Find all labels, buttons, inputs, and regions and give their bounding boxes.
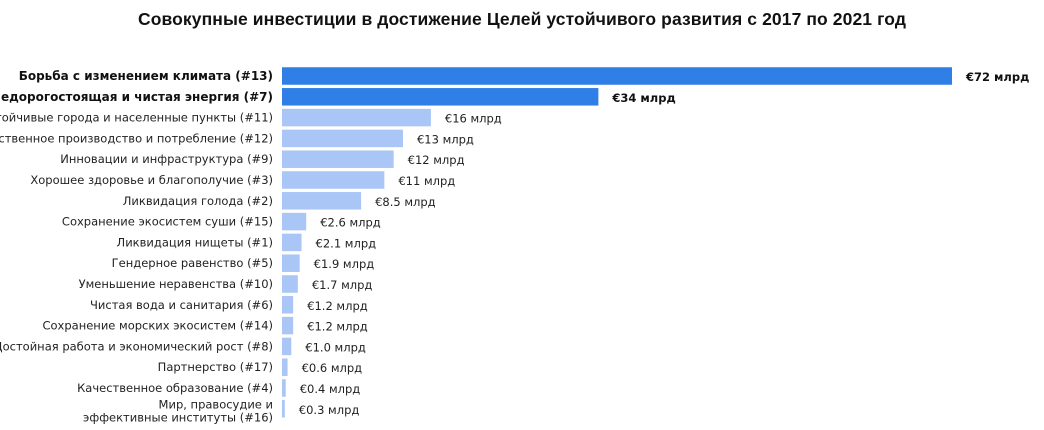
bar [282,254,300,272]
bar [282,337,292,356]
category-labels: Борьба с изменением климата (#13) Недорог… [0,69,273,424]
value-label: €2.1 млрд [316,236,377,250]
bar [282,379,286,397]
bar [282,275,298,293]
value-label: €1.2 млрд [307,320,368,334]
category-label: Гендерное равенство (#5) [112,256,273,270]
value-label: €16 млрд [445,112,502,126]
category-label: Ликвидация голода (#2) [123,194,273,208]
category-label: Ответственное производство и потребление… [0,131,273,145]
category-label: Партнерство (#17) [158,360,273,374]
bar [282,296,294,314]
value-label: €13 млрд [417,132,474,146]
bar [282,150,394,168]
bar [282,88,599,106]
category-label: Инновации и инфраструктура (#9) [60,152,273,166]
bar [282,192,362,210]
bar [282,358,288,376]
category-label: Мир, правосудие и эффективные институты (… [83,397,273,424]
bar [282,400,285,418]
bars-layer [282,67,952,418]
category-label: Чистая вода и санитария (#6) [90,298,273,312]
bar [282,129,403,148]
bar [282,212,307,231]
bar [282,67,952,85]
value-label: €0.3 млрд [299,403,360,417]
category-label: Хорошее здоровье и благополучие (#3) [30,173,273,187]
bar [282,233,302,252]
chart-title: Совокупные инвестиции в достижение Целей… [137,9,907,29]
category-label: Достойная работа и экономический рост (#… [0,339,273,353]
value-label: €12 млрд [408,153,465,167]
value-label: €2.6 млрд [320,216,381,230]
value-label: €0.4 млрд [300,382,361,396]
value-label: €34 млрд [611,91,675,105]
category-label: Борьба с изменением климата (#13) [19,69,273,83]
bar [282,171,385,189]
category-label: Уменьшение неравенства (#10) [79,277,273,291]
category-label: Сохранение морских экосистем (#14) [42,319,273,333]
category-label: Устойчивые города и населенные пункты (#… [0,111,273,125]
value-label: €8.5 млрд [375,195,436,209]
category-label: Недорогостоящая и чистая энергия (#7) [0,90,273,104]
value-label: €72 млрд [965,70,1029,84]
value-label: €1.2 млрд [307,299,368,313]
value-label: €11 млрд [398,174,455,188]
value-label: €1.0 млрд [305,340,366,354]
bar [282,108,431,127]
value-label: €1.9 млрд [314,257,375,271]
value-label: €0.6 млрд [302,361,363,375]
value-label: €1.7 млрд [312,278,373,292]
category-label: Ликвидация нищеты (#1) [117,235,273,249]
value-labels: €72 млрд €34 млрд €16 млрд €13 млрд €12 млрд… [299,70,1030,417]
bar [282,316,294,335]
category-label: Сохранение экосистем суши (#15) [62,215,273,229]
category-label: Качественное образование (#4) [77,381,273,395]
